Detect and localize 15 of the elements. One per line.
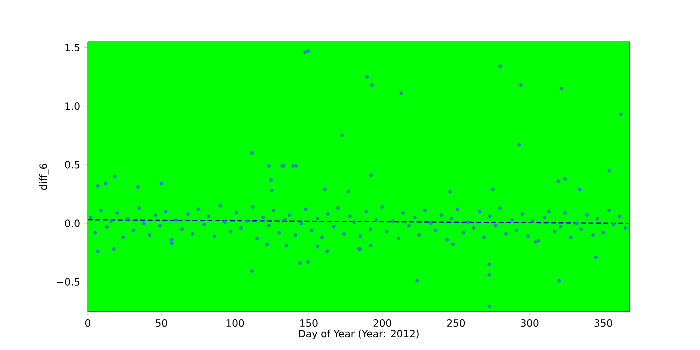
y-tick-label: 1.5 <box>66 44 80 52</box>
y-tick-label: 0.0 <box>65 220 80 228</box>
x-tick-label: 200 <box>374 320 392 328</box>
y-axis-title: diff_6 <box>40 164 50 190</box>
x-tick-label: 300 <box>521 320 539 328</box>
y-tick-label: −0.5 <box>57 278 80 286</box>
x-axis-title: Day of Year (Year: 2012) <box>299 330 419 340</box>
x-tick-label: 0 <box>85 320 91 328</box>
y-tick-label: 0.5 <box>65 161 80 169</box>
x-tick-label: 100 <box>226 320 244 328</box>
x-tick-label: 150 <box>300 320 318 328</box>
x-tick-label: 50 <box>156 320 168 328</box>
x-tick-label: 350 <box>594 320 612 328</box>
y-tick-label: 1.0 <box>66 102 80 110</box>
x-tick-label: 250 <box>447 320 466 328</box>
